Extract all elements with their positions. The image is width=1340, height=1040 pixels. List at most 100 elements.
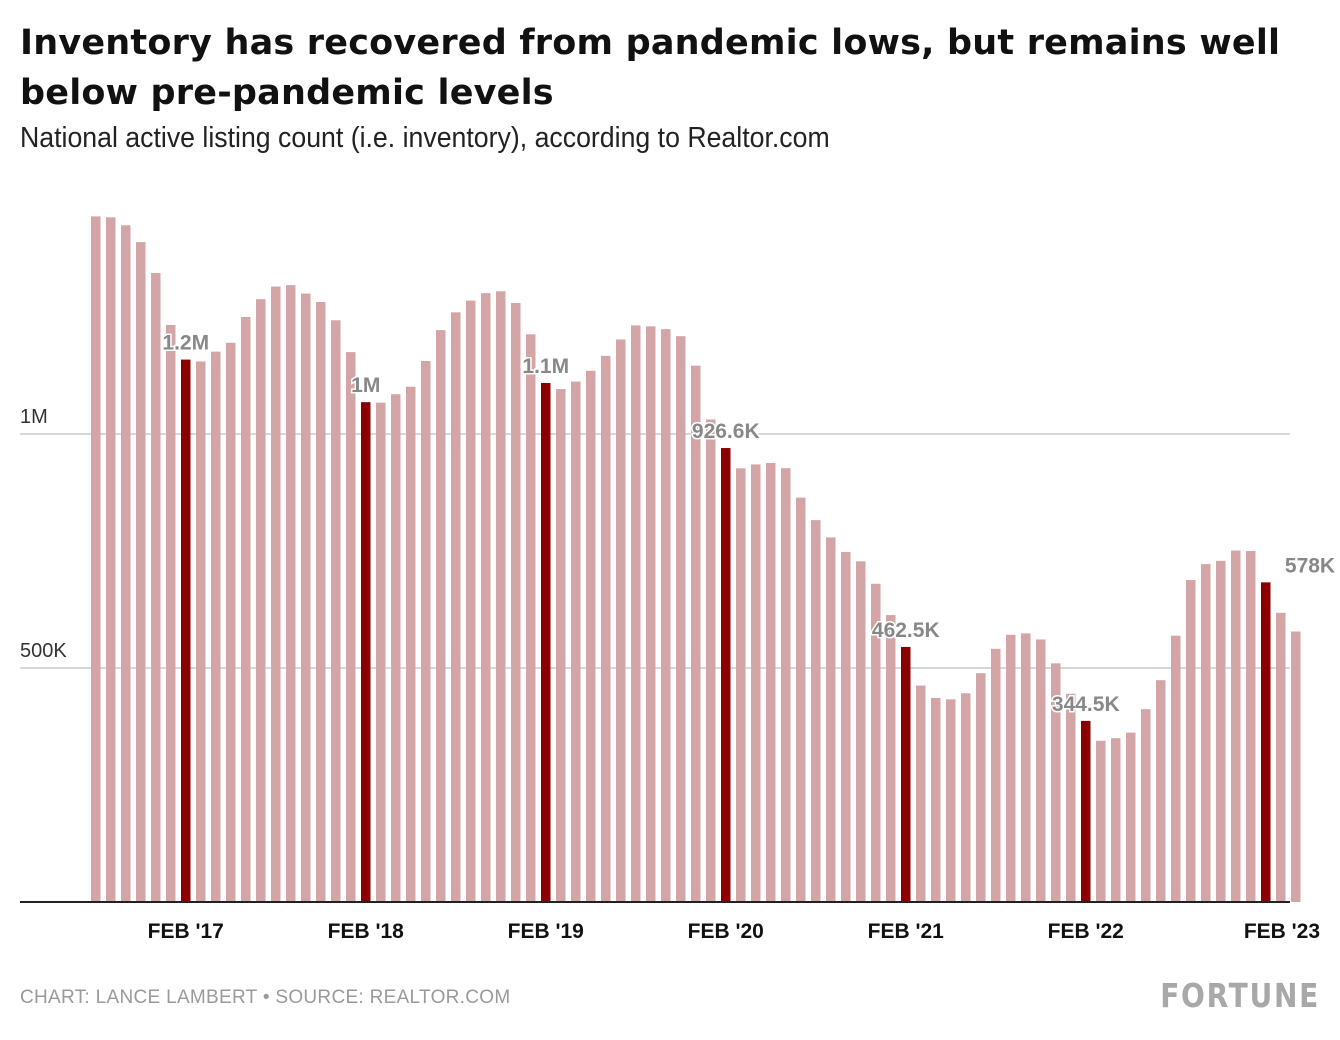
bar-highlighted [721, 448, 731, 902]
bar [601, 355, 611, 902]
bar [91, 216, 101, 902]
bar-highlighted [901, 646, 911, 902]
bar [826, 537, 836, 902]
bar [796, 497, 806, 902]
chart-title: Inventory has recovered from pandemic lo… [20, 23, 1281, 113]
x-tick-label: FEB '21 [868, 920, 945, 943]
bar [166, 324, 176, 902]
bar [661, 329, 671, 903]
bar [271, 286, 281, 903]
bar [916, 685, 926, 902]
bar [226, 342, 236, 902]
bar [841, 551, 851, 902]
bar [1036, 639, 1046, 902]
bar [121, 225, 131, 903]
bar [1051, 663, 1061, 902]
data-label: 578K [1285, 554, 1335, 577]
bar [1021, 633, 1031, 902]
bar [511, 302, 521, 903]
bar [736, 468, 746, 902]
bar [421, 360, 431, 902]
bar [691, 365, 701, 902]
bar [211, 351, 221, 903]
data-label: 926.6K [692, 420, 760, 443]
bar [1066, 693, 1076, 902]
bar [946, 699, 956, 902]
bar [1171, 635, 1181, 902]
bar [1246, 551, 1256, 902]
bar [406, 386, 416, 902]
bar [781, 468, 791, 902]
chart-credit-source: CHART: LANCE LAMBERT • SOURCE: REALTOR.C… [20, 987, 511, 1008]
bar [1096, 740, 1106, 902]
bar [616, 339, 626, 902]
bar [466, 300, 476, 902]
bar [286, 285, 296, 902]
x-tick-label: FEB '23 [1244, 920, 1320, 943]
bar [976, 673, 986, 902]
bar [496, 291, 506, 902]
bar [991, 648, 1001, 902]
bar [256, 299, 266, 902]
bar-highlighted [541, 382, 551, 902]
bar [856, 561, 866, 902]
bar [196, 361, 206, 903]
bar [376, 402, 386, 902]
bar [436, 330, 446, 902]
bar [1126, 732, 1136, 902]
data-label: 1.2M [162, 332, 209, 355]
bar [706, 419, 716, 902]
bar [346, 352, 356, 903]
bar-highlighted [1261, 582, 1271, 902]
x-tick-label: FEB '17 [148, 920, 224, 943]
data-label: 462.5K [872, 619, 940, 642]
bar [1156, 680, 1166, 902]
fortune-logo: FORTUNE [1160, 976, 1320, 1015]
bar [1216, 560, 1226, 902]
data-label: 1.1M [522, 355, 569, 378]
x-tick-label: FEB '18 [328, 920, 405, 943]
bar-chart: 500K 1M FEB '17 FEB '18 FEB '19 FEB '20 FEB '2… [20, 216, 1337, 943]
bar [1291, 631, 1301, 902]
bar [556, 389, 566, 902]
data-label: 344.5K [1052, 693, 1120, 716]
x-tick-label: FEB '20 [688, 920, 764, 943]
bar [1231, 550, 1241, 902]
bar [241, 317, 251, 902]
data-label: 1M [351, 374, 380, 397]
bar [766, 463, 776, 902]
bar [1111, 738, 1121, 902]
bar [646, 326, 656, 902]
bar [106, 217, 116, 903]
bar [1276, 612, 1286, 902]
bar [151, 273, 161, 902]
bar [586, 370, 596, 902]
bar [631, 325, 641, 902]
bar [886, 615, 896, 902]
bar [871, 583, 881, 902]
bar [1201, 564, 1211, 902]
y-tick-label: 500K [20, 640, 67, 662]
x-tick-label: FEB '22 [1048, 920, 1124, 943]
bar [1141, 709, 1151, 902]
bar [751, 464, 761, 902]
bar [526, 334, 536, 902]
bar [136, 242, 146, 902]
bar [931, 697, 941, 902]
chart-subtitle: National active listing count (i.e. inve… [20, 122, 830, 154]
bar [481, 293, 491, 903]
y-tick-label: 1M [20, 406, 48, 428]
bar [331, 320, 341, 902]
bar-highlighted [181, 359, 191, 902]
bar [571, 381, 581, 903]
bar [1006, 634, 1016, 902]
bar-highlighted [361, 402, 371, 902]
bar-highlighted [1081, 720, 1091, 902]
bar [316, 302, 326, 902]
bar [1186, 580, 1196, 902]
bar [451, 312, 461, 902]
bar [811, 520, 821, 902]
bar [961, 693, 971, 902]
bar [391, 394, 401, 902]
bar [301, 293, 311, 903]
